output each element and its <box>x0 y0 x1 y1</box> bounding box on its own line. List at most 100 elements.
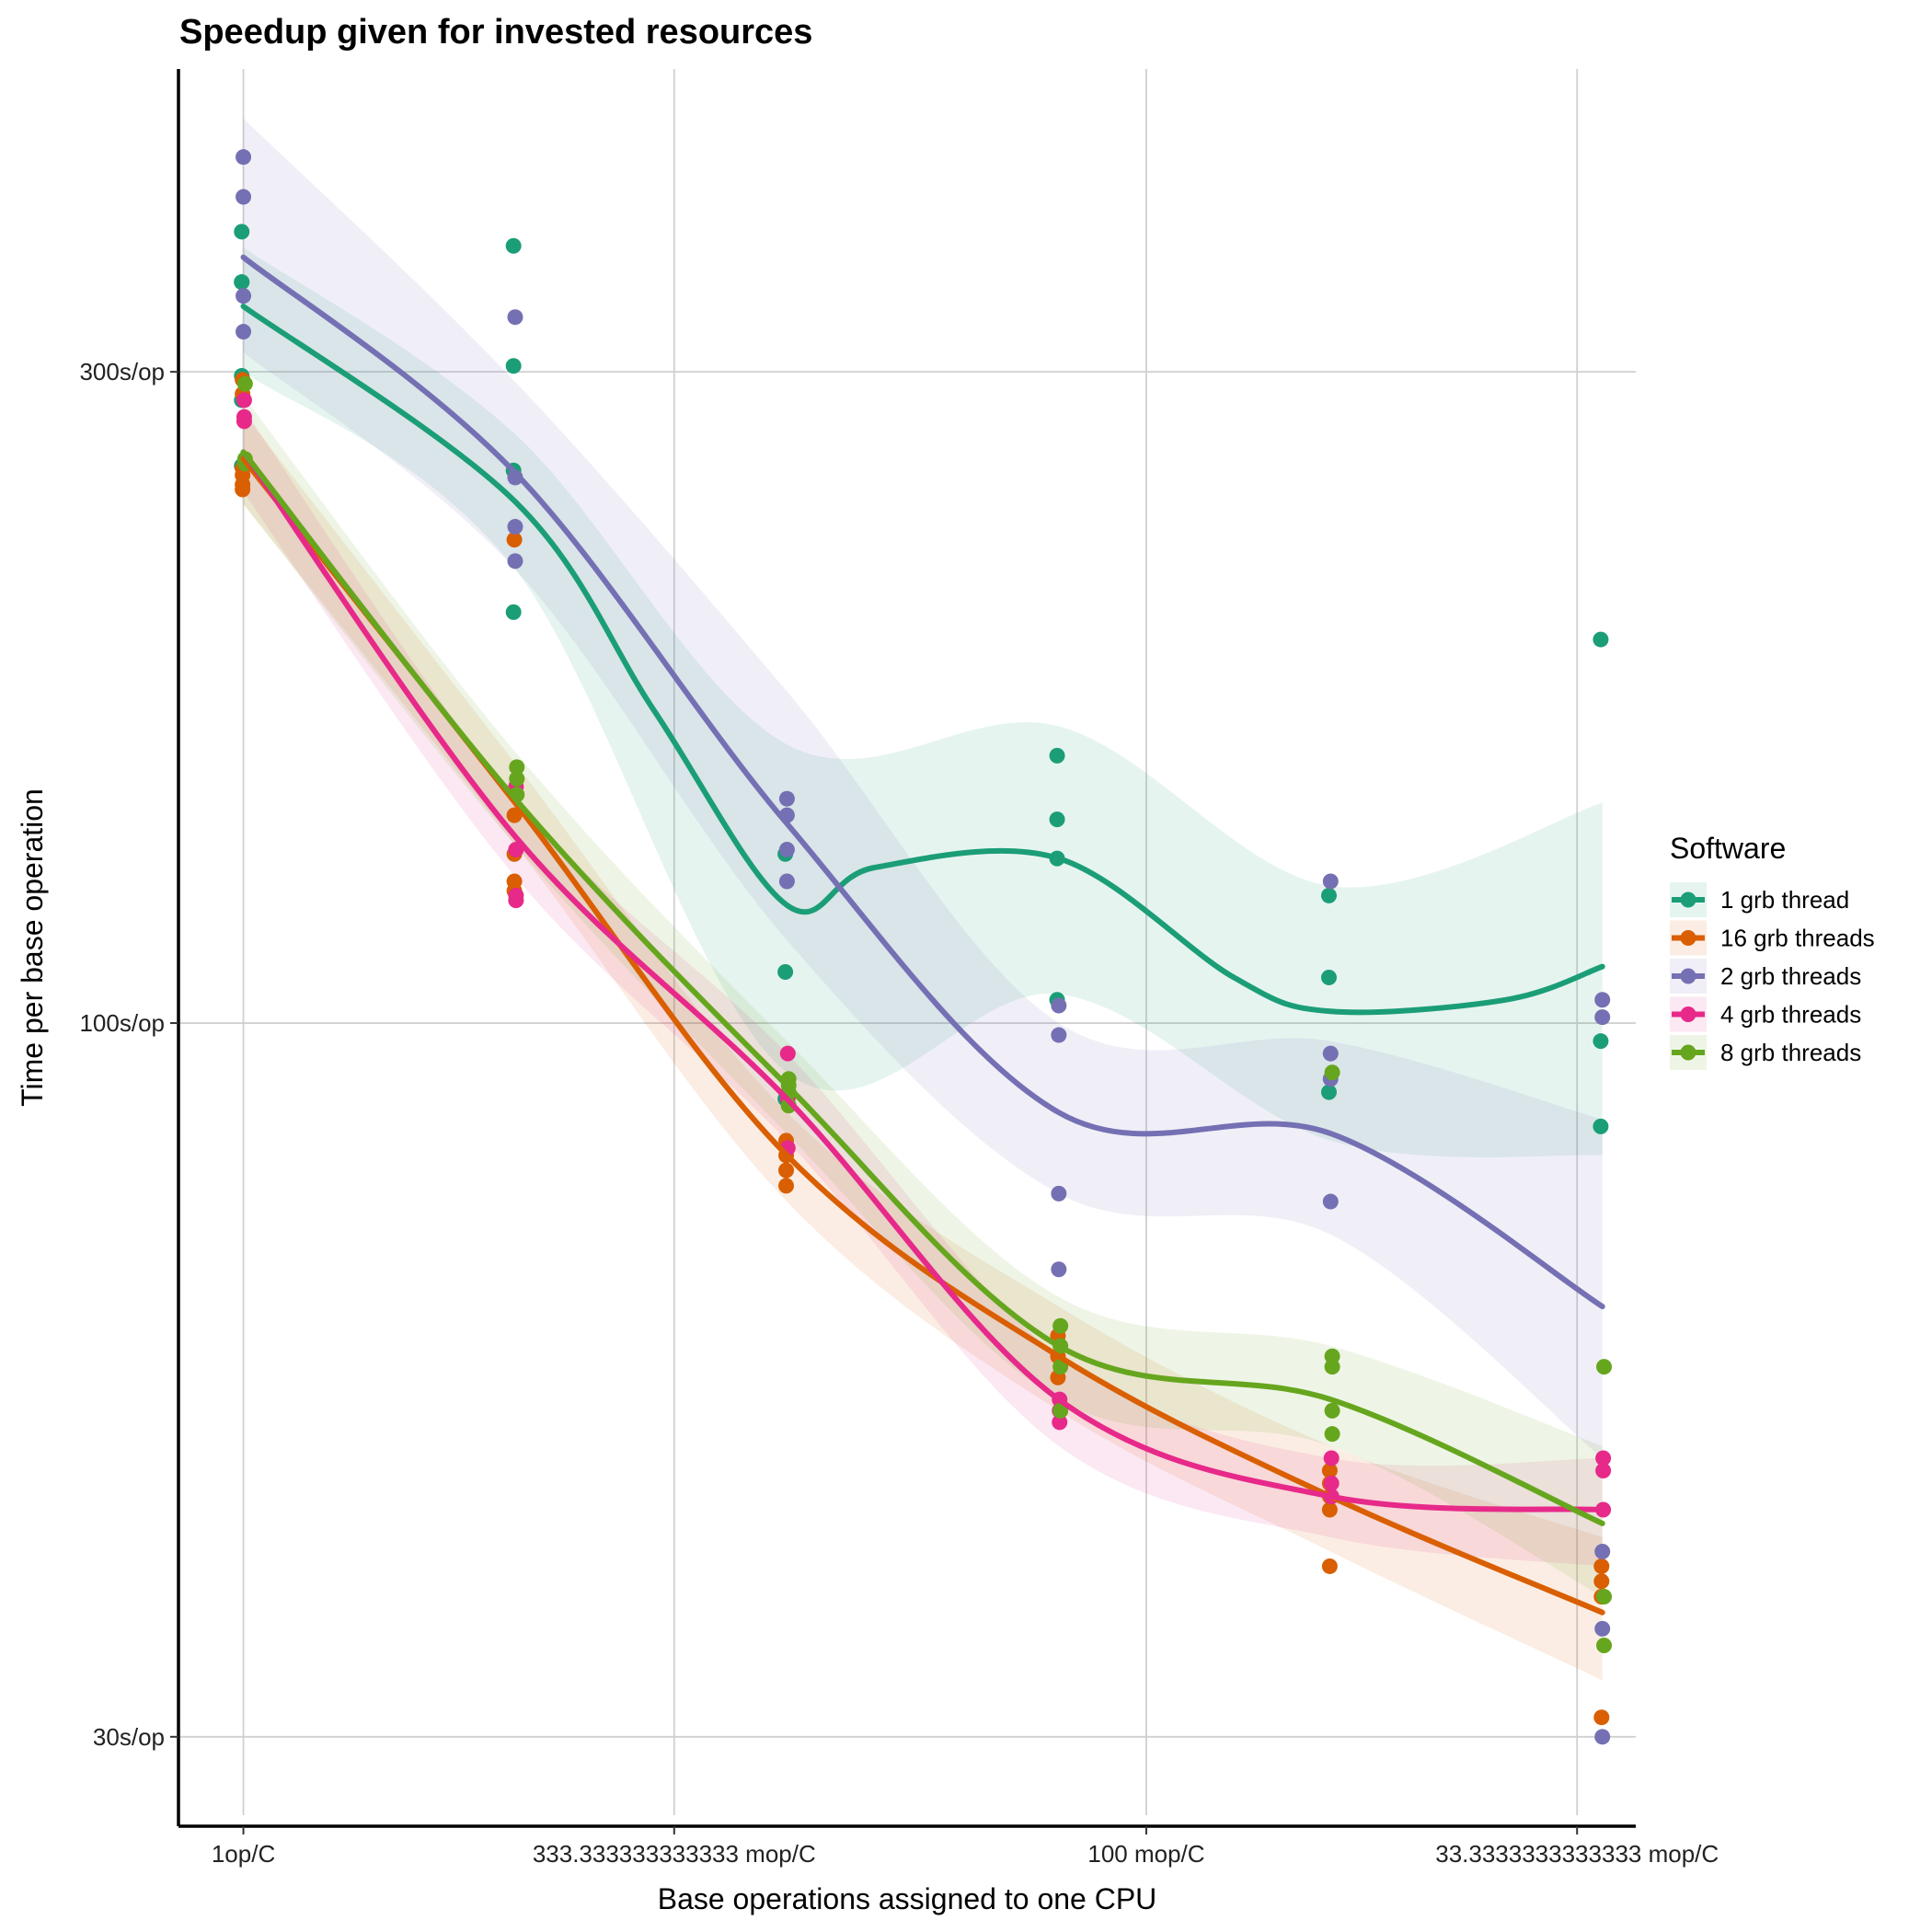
point-4-grb-threads <box>1052 1414 1068 1431</box>
point-2-grb-threads <box>507 519 523 535</box>
point-2-grb-threads <box>1322 1193 1339 1210</box>
point-2-grb-threads <box>507 553 523 569</box>
chart-title: Speedup given for invested resources <box>179 13 812 52</box>
point-8-grb-threads <box>1324 1426 1340 1443</box>
point-2-grb-threads <box>236 149 252 166</box>
point-2-grb-threads <box>1051 1185 1067 1202</box>
point-4-grb-threads <box>779 1045 796 1062</box>
point-2-grb-threads <box>1594 992 1611 1008</box>
point-4-grb-threads <box>1323 1475 1340 1491</box>
x-tick-label: 333.333333333333 mop/C <box>533 1840 816 1868</box>
point-1-grb-thread <box>1049 747 1065 764</box>
point-1-grb-thread <box>234 224 250 240</box>
point-1-grb-thread <box>1320 887 1337 903</box>
point-1-grb-thread <box>1320 1084 1337 1100</box>
point-4-grb-threads <box>1323 1450 1340 1466</box>
point-1-grb-thread <box>1593 1118 1609 1134</box>
point-2-grb-threads <box>778 873 795 890</box>
point-4-grb-threads <box>236 413 252 430</box>
point-16-grb-threads <box>1321 1558 1338 1574</box>
point-1-grb-thread <box>777 964 794 981</box>
legend-item: 2 grb threads <box>1670 959 1861 994</box>
legend-title: Software <box>1670 832 1786 865</box>
x-tick-label: 1op/C <box>212 1840 275 1868</box>
fit-lines <box>240 254 1605 1616</box>
legend-label: 16 grb threads <box>1720 925 1875 952</box>
band-1-grb-thread <box>243 247 1603 1157</box>
point-8-grb-threads <box>1596 1637 1613 1653</box>
point-2-grb-threads <box>1594 1620 1611 1637</box>
point-2-grb-threads <box>1051 997 1067 1014</box>
point-16-grb-threads <box>1593 1709 1610 1726</box>
legend-label: 1 grb thread <box>1720 886 1849 914</box>
point-2-grb-threads <box>1594 1544 1611 1560</box>
legend-item: 1 grb thread <box>1670 882 1849 917</box>
point-8-grb-threads <box>1324 1359 1340 1375</box>
point-1-grb-thread <box>505 237 522 254</box>
y-tick-label: 300s/op <box>79 358 165 385</box>
x-tick-label: 100 mop/C <box>1087 1840 1204 1868</box>
tick-labels: 1op/C 333.333333333333 mop/C 100 mop/C 33.3… <box>79 358 1719 1868</box>
point-2-grb-threads <box>236 189 252 205</box>
legend-item: 4 grb threads <box>1670 996 1861 1032</box>
point-1-grb-thread <box>1593 631 1609 648</box>
point-4-grb-threads <box>1595 1463 1612 1479</box>
point-16-grb-threads <box>1593 1558 1610 1574</box>
point-2-grb-threads <box>236 288 252 305</box>
legend-label: 8 grb threads <box>1720 1039 1861 1066</box>
point-2-grb-threads <box>1594 1729 1611 1745</box>
point-16-grb-threads <box>1593 1573 1610 1590</box>
point-8-grb-threads <box>1324 1402 1340 1419</box>
point-8-grb-threads <box>1324 1064 1340 1081</box>
x-tick-label: 33.3333333333333 mop/C <box>1435 1840 1719 1868</box>
point-8-grb-threads <box>1052 1317 1069 1334</box>
point-2-grb-threads <box>1594 1009 1611 1026</box>
band-8-grb-threads <box>243 396 1603 1597</box>
legend-key-point <box>1680 1006 1696 1022</box>
point-8-grb-threads <box>509 770 525 787</box>
grid <box>180 69 1636 1815</box>
fit-line-8-grb-threads <box>240 449 1605 1526</box>
x-axis-title: Base operations assigned to one CPU <box>658 1882 1157 1915</box>
point-4-grb-threads <box>236 392 252 408</box>
point-8-grb-threads <box>509 759 525 776</box>
point-4-grb-threads <box>508 892 524 909</box>
point-1-grb-thread <box>505 604 522 620</box>
fit-line-1-grb-thread <box>240 304 1605 1016</box>
legend-label: 2 grb threads <box>1720 962 1861 990</box>
fit-line-4-grb-threads <box>240 449 1605 1512</box>
point-8-grb-threads <box>236 375 253 392</box>
legend-key-point <box>1680 930 1696 946</box>
point-2-grb-threads <box>778 841 795 857</box>
point-4-grb-threads <box>1595 1450 1612 1466</box>
y-tick-label: 100s/op <box>79 1009 165 1037</box>
point-2-grb-threads <box>1322 1045 1339 1062</box>
point-2-grb-threads <box>236 324 252 340</box>
y-axis-title: Time per base operation <box>16 788 49 1107</box>
point-16-grb-threads <box>778 1178 795 1194</box>
point-16-grb-threads <box>235 481 251 498</box>
axes <box>177 69 1636 1828</box>
point-8-grb-threads <box>1596 1589 1613 1605</box>
point-1-grb-thread <box>1593 1033 1609 1050</box>
point-2-grb-threads <box>1051 1027 1067 1043</box>
point-16-grb-threads <box>506 807 523 823</box>
point-16-grb-threads <box>778 1162 795 1179</box>
point-1-grb-thread <box>505 358 522 374</box>
point-1-grb-thread <box>1049 811 1065 828</box>
point-2-grb-threads <box>1322 873 1339 890</box>
point-2-grb-threads <box>778 790 795 807</box>
point-1-grb-thread <box>1320 969 1337 985</box>
legend-label: 4 grb threads <box>1720 1001 1861 1029</box>
confidence-bands <box>243 118 1603 1681</box>
legend-key-point <box>1680 968 1696 984</box>
legend-item: 16 grb threads <box>1670 920 1875 956</box>
point-2-grb-threads <box>507 309 523 326</box>
point-16-grb-threads <box>1321 1463 1338 1479</box>
point-16-grb-threads <box>1321 1501 1338 1518</box>
legend-key-point <box>1680 1044 1696 1061</box>
fit-line-2-grb-threads <box>240 254 1605 1310</box>
legend: Software 1 grb thread 16 grb threads 2 grb… <box>1670 832 1875 1070</box>
legend-key-point <box>1680 891 1696 908</box>
